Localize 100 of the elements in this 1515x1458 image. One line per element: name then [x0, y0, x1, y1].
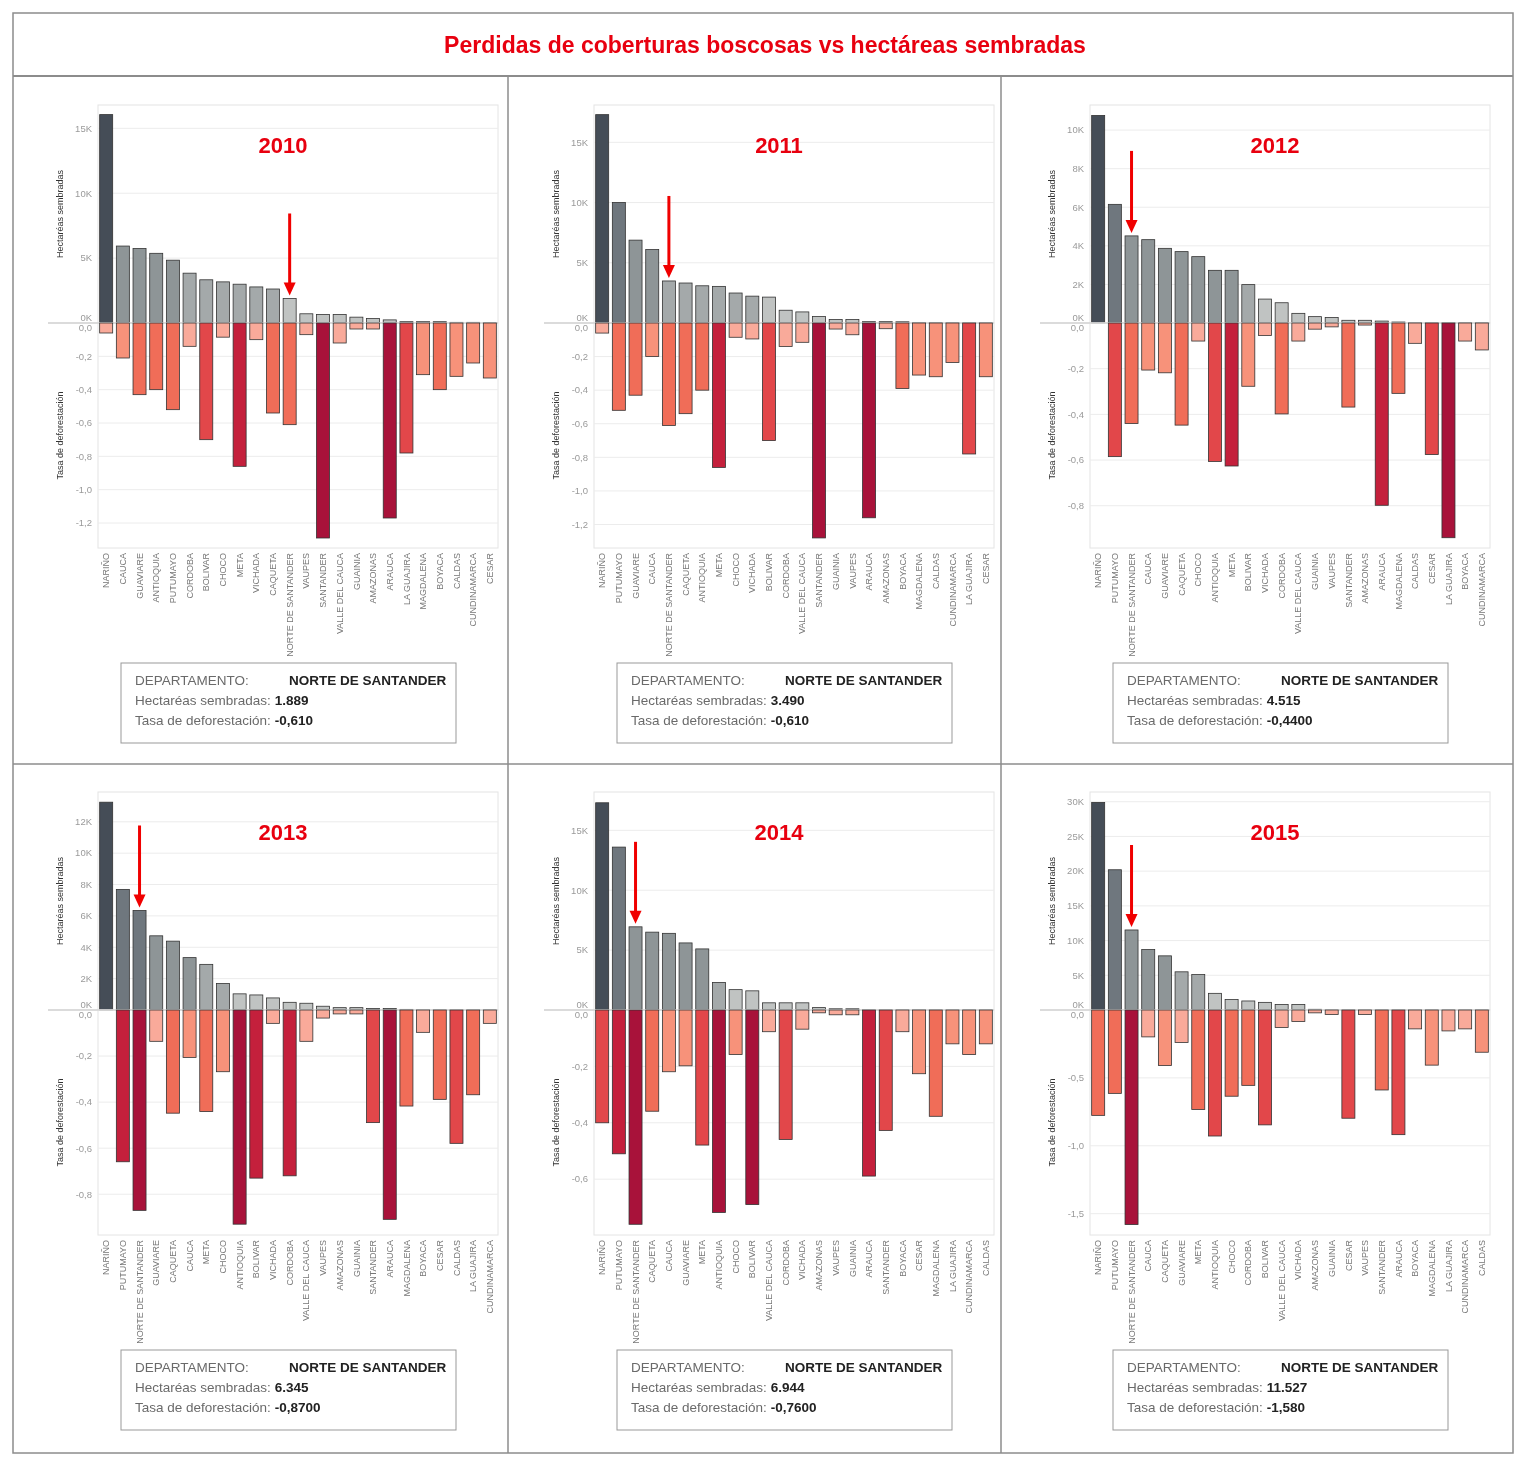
y-axis-title: Hectaréas sembradas	[551, 856, 561, 946]
x-tick-label: VICHADA	[747, 553, 758, 594]
x-tick-label: VICHADA	[797, 1240, 808, 1281]
y-tick-label: -0,6	[571, 1173, 588, 1185]
y-tick-label: 8K	[80, 878, 93, 890]
text: 6.345	[274, 1380, 310, 1395]
x-tick-label: BOYACA	[434, 553, 445, 590]
x-tick-label: VAUPES	[847, 553, 858, 589]
x-tick-label: BOYACA	[897, 1240, 908, 1277]
x-tick-label: MAGDALENA	[401, 1240, 412, 1297]
x-tick-label: VICHADA	[251, 553, 262, 594]
x-tick-label: NORTE DE SANTANDER	[1126, 552, 1137, 657]
x-tick-label: PUTUMAYO	[1110, 1240, 1120, 1291]
x-tick-label: CAUCA	[1143, 1240, 1154, 1272]
x-tick-label: ARAUCA	[1376, 553, 1387, 591]
x-tick-label: LA GUAJIRA	[468, 1240, 479, 1293]
y-tick-label: 2K	[1072, 278, 1085, 290]
x-tick-label: BOYACA	[1410, 1240, 1421, 1277]
x-tick-label: VALLE DEL CAUCA	[301, 1240, 312, 1322]
x-tick-label: ARAUCA	[1393, 1240, 1404, 1278]
y-tick-label: 30K	[1067, 796, 1085, 808]
text: Tasa de deforestación:	[631, 1400, 767, 1415]
x-tick-label: ARAUCA	[864, 553, 875, 591]
x-tick-label: PUTUMAYO	[168, 553, 179, 604]
x-tick-label: CAUCA	[118, 553, 128, 585]
x-tick-label: ANTIOQUIA	[234, 1240, 245, 1290]
x-tick-label: BOYACA	[897, 553, 908, 590]
x-tick-label: CHOCO	[730, 1240, 741, 1274]
x-tick-label: SANTANDER	[880, 1239, 891, 1295]
y-tick-label: 6K	[1072, 201, 1085, 213]
x-tick-label: CESAR	[484, 552, 495, 585]
text: Tasa de deforestación:	[1127, 1400, 1263, 1415]
x-tick-label: CESAR	[434, 1239, 445, 1272]
x-tick-label: CAUCA	[647, 553, 658, 585]
x-tick-label: CALDAS	[451, 1240, 462, 1277]
x-tick-label: CORDOBA	[780, 553, 791, 599]
y-tick-label: 25K	[1067, 830, 1085, 842]
y-tick-label: 8K	[1072, 162, 1085, 174]
x-tick-label: VALLE DEL CAUCA	[797, 553, 808, 635]
x-tick-label: SANTANDER	[368, 1239, 379, 1295]
y-tick-label: 10K	[571, 884, 589, 896]
x-tick-label: META	[697, 1240, 708, 1265]
x-tick-label: CORDOBA	[284, 1240, 295, 1286]
text: DEPARTAMENTO:	[135, 673, 249, 688]
y-tick-label: 5K	[576, 257, 589, 269]
x-tick-label: BOYACA	[418, 1240, 429, 1277]
y-tick-label: -0,2	[1067, 363, 1084, 375]
x-tick-label: CORDOBA	[780, 1240, 791, 1286]
annotation: 2012	[1250, 133, 1300, 158]
x-tick-label: CALDAS	[1476, 1240, 1487, 1277]
x-tick-label: NARIÑO	[101, 553, 112, 589]
x-tick-label: MAGDALENA	[418, 553, 429, 610]
x-tick-label: SANTANDER	[1343, 552, 1354, 608]
x-tick-label: CUNDINAMARCA	[947, 553, 958, 627]
y-tick-label: 0,0	[78, 1009, 92, 1021]
x-tick-label: VAUPES	[318, 1240, 329, 1276]
x-tick-label: MAGDALENA	[930, 1240, 941, 1297]
y-tick-label: -1,0	[75, 483, 92, 495]
x-tick-label: CAUCA	[1143, 553, 1154, 585]
y-tick-label: -0,4	[571, 384, 588, 396]
y-tick-label: -0,2	[571, 350, 588, 362]
y-tick-label: 5K	[576, 944, 589, 956]
y-tick-label: -0,6	[75, 417, 92, 429]
x-tick-label: CALDAS	[980, 1240, 991, 1277]
y-tick-label: 2K	[80, 972, 93, 984]
y-tick-label: 0K	[1072, 999, 1085, 1011]
x-tick-label: BOLIVAR	[1260, 1239, 1271, 1279]
x-tick-label: CALDAS	[451, 553, 462, 590]
x-tick-label: AMAZONAS	[368, 553, 379, 604]
y-tick-label: 10K	[75, 187, 93, 199]
x-tick-label: CORDOBA	[184, 553, 195, 599]
y-tick-label: 10K	[75, 847, 93, 859]
x-tick-label: META	[234, 553, 245, 578]
x-tick-label: PUTUMAYO	[614, 1240, 624, 1291]
annotation: 2013	[258, 820, 308, 845]
y-tick-label: 10K	[1067, 124, 1085, 136]
y-tick-label: 10K	[571, 196, 589, 208]
y-tick-label: 12K	[75, 816, 93, 828]
annotation: 2015	[1250, 820, 1300, 845]
text: Hectaréas sembradas:	[631, 1380, 767, 1395]
y-tick-label: -0,4	[571, 1117, 588, 1129]
x-tick-label: CALDAS	[930, 553, 941, 590]
y-tick-label: -0,8	[75, 1188, 92, 1200]
text: Hectaréas sembradas:	[631, 693, 767, 708]
text: -0,4400	[1266, 713, 1313, 728]
x-tick-label: NORTE DE SANTANDER	[630, 1239, 641, 1344]
y-axis-title: Tasa de deforestación	[1047, 391, 1057, 480]
text: -0,8700	[274, 1400, 321, 1415]
x-tick-label: BOYACA	[1460, 553, 1471, 590]
x-tick-label: CUNDINAMARCA	[484, 1240, 495, 1314]
x-tick-label: GUAVIARE	[1160, 553, 1171, 599]
x-tick-label: ARAUCA	[384, 553, 395, 591]
x-tick-label: VICHADA	[1293, 1240, 1304, 1281]
text: Tasa de deforestación:	[1127, 713, 1263, 728]
x-tick-label: GUAVIARE	[151, 1240, 162, 1286]
x-tick-label: AMAZONAS	[334, 1240, 345, 1291]
x-tick-label: MAGDALENA	[1393, 553, 1404, 610]
x-tick-label: VAUPES	[301, 553, 312, 589]
y-tick-label: -1,0	[571, 485, 588, 497]
text: Hectaréas sembradas:	[1127, 693, 1263, 708]
